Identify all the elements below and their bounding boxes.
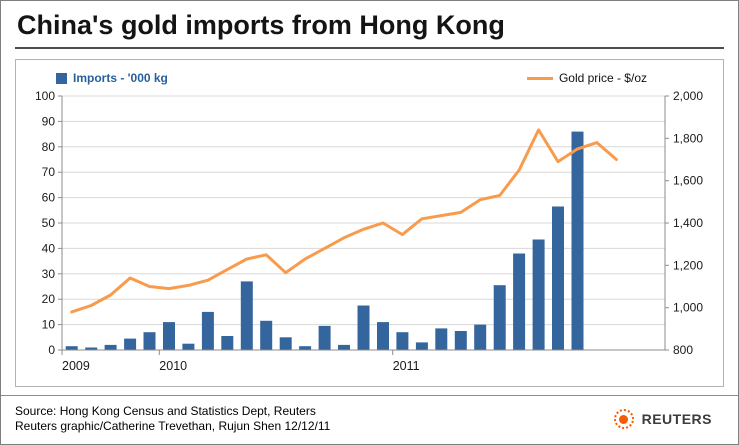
title-divider — [15, 47, 724, 49]
gold-price-line — [70, 128, 618, 314]
source-line-1: Source: Hong Kong Census and Statistics … — [15, 404, 316, 418]
reuters-logo: REUTERS — [613, 409, 724, 429]
import-bar — [338, 344, 350, 350]
import-bar — [201, 311, 214, 350]
reuters-logo-icon — [613, 409, 634, 429]
import-bar — [435, 328, 448, 350]
imports-legend-swatch — [56, 72, 67, 84]
import-bar — [377, 322, 389, 350]
import-bar — [493, 285, 506, 350]
import-bar — [532, 239, 545, 350]
gold-price-legend-line — [526, 76, 553, 80]
import-bar — [124, 338, 137, 350]
page-title: China's gold imports from Hong Kong — [17, 10, 505, 40]
left-axis-label: 60 — [42, 191, 56, 205]
right-axis-label: 1,200 — [673, 258, 703, 272]
import-bar — [552, 206, 564, 350]
right-axis-label: 1,800 — [673, 131, 703, 145]
import-bar — [513, 253, 526, 350]
import-bar — [396, 332, 409, 350]
source-text: Source: Hong Kong Census and Statistics … — [15, 404, 330, 434]
footer-divider — [1, 395, 738, 396]
reuters-logo-text: REUTERS — [641, 411, 712, 427]
right-axis-label: 1,400 — [673, 216, 703, 230]
left-axis-label: 100 — [35, 89, 55, 103]
left-axis-label: 30 — [42, 267, 56, 281]
left-axis-label: 50 — [42, 216, 56, 230]
year-label: 2009 — [62, 359, 90, 373]
gold-price-legend-label: Gold price - $/oz — [558, 71, 647, 85]
legend: Imports - '000 kg Gold price - $/oz — [22, 68, 717, 88]
source-line-2: Reuters graphic/Catherine Trevethan, Ruj… — [15, 419, 331, 433]
header: China's gold imports from Hong Kong — [1, 1, 738, 47]
import-bar — [474, 324, 487, 350]
left-axis-label: 40 — [42, 241, 56, 255]
import-bar — [221, 336, 234, 350]
import-bar — [163, 322, 175, 350]
import-bar — [299, 346, 312, 350]
legend-item-gold-price: Gold price - $/oz — [526, 71, 647, 85]
left-axis-label: 20 — [42, 292, 56, 306]
year-label: 2011 — [393, 359, 420, 373]
imports-legend-label: Imports - '000 kg — [73, 71, 168, 85]
import-bar — [571, 131, 584, 350]
left-axis-label: 70 — [42, 165, 56, 179]
import-bar — [182, 343, 195, 350]
legend-item-imports: Imports - '000 kg — [56, 71, 168, 85]
import-bar — [415, 342, 428, 350]
import-bar — [357, 305, 370, 350]
right-axis-label: 800 — [673, 343, 693, 357]
chart-plot: 0 10 20 30 40 50 60 70 80 90 100 800 1,000 1,200 1,400… — [22, 88, 717, 384]
left-axis-label: 90 — [42, 114, 56, 128]
import-bar — [240, 281, 253, 350]
import-bar — [65, 346, 78, 350]
import-bar — [104, 344, 117, 350]
footer: Source: Hong Kong Census and Statistics … — [1, 396, 738, 434]
reuters-logo-dot — [619, 414, 629, 424]
import-bar — [318, 325, 331, 350]
chart-area: Imports - '000 kg Gold price - $/oz 0 10 2… — [15, 59, 724, 387]
right-axis-label: 1,000 — [673, 301, 703, 315]
import-bar — [279, 337, 292, 350]
import-bar — [85, 347, 98, 350]
right-axis-label: 1,600 — [673, 174, 703, 188]
chart-svg: 0 10 20 30 40 50 60 70 80 90 100 800 1,000 1,200 1,400… — [35, 89, 703, 373]
import-bar — [454, 331, 467, 350]
right-axis-label: 2,000 — [673, 89, 703, 103]
left-axis-label: 10 — [42, 318, 56, 332]
import-bar — [143, 332, 156, 350]
import-bar — [260, 320, 273, 350]
left-axis-label: 0 — [48, 343, 55, 357]
year-label: 2010 — [159, 359, 187, 373]
left-axis-label: 80 — [42, 140, 56, 154]
